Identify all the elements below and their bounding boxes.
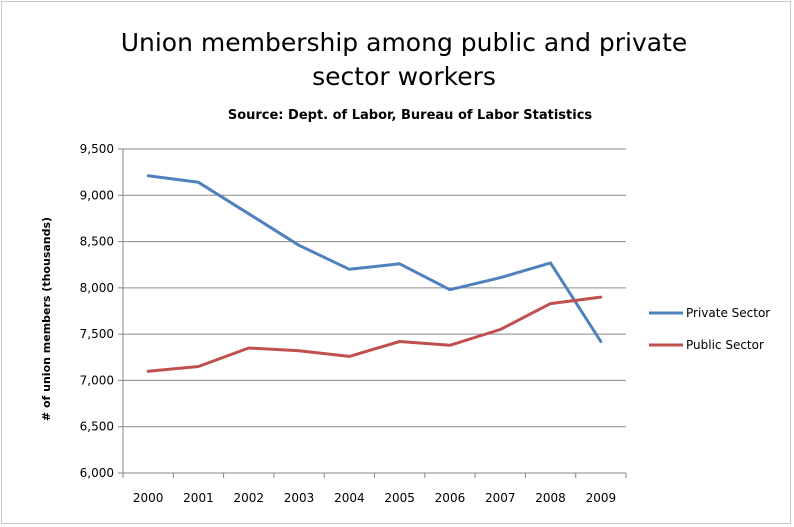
y-tick-label: 8,000 [80, 281, 114, 295]
chart-title-line-1: Union membership among public and privat… [121, 28, 688, 57]
y-tick-label: 9,000 [80, 188, 114, 202]
y-tick-label: 7,500 [80, 327, 114, 341]
y-tick-label: 9,500 [80, 142, 114, 156]
y-tick-label: 6,500 [80, 420, 114, 434]
x-tick-label-2004: 2004 [334, 491, 365, 505]
y-axis-title: # of union members (thousands) [40, 217, 53, 421]
legend: Private Sector Public Sector [649, 306, 770, 352]
y-tick-label: 7,000 [80, 373, 114, 387]
y-tick-label: 6,000 [80, 466, 114, 480]
x-tick-label-2006: 2006 [435, 491, 466, 505]
chart-subtitle: Source: Dept. of Labor, Bureau of Labor … [228, 108, 593, 123]
y-axis-ticks: 9,500 9,000 8,500 8,000 7,500 7,000 6,500 6,000 [80, 142, 123, 480]
chart-title-line-2: sector workers [312, 62, 496, 91]
x-tick-label-2007: 2007 [485, 491, 516, 505]
x-tick-label-2002: 2002 [233, 491, 264, 505]
y-tick-label: 8,500 [80, 235, 114, 249]
x-tick-label-2003: 2003 [284, 491, 315, 505]
x-tick-label-2008: 2008 [535, 491, 566, 505]
x-tick-label-2005: 2005 [384, 491, 415, 505]
series-lines [146, 174, 603, 373]
x-tick-label-2000: 2000 [133, 491, 164, 505]
x-tick-label-2009: 2009 [586, 491, 617, 505]
gridlines [122, 148, 626, 474]
x-tick-label-2001: 2001 [183, 491, 214, 505]
legend-label-public-sector: Public Sector [686, 338, 764, 352]
series-line-private-sector [146, 174, 603, 343]
series-line-public-sector [146, 295, 603, 373]
legend-label-private-sector: Private Sector [686, 306, 770, 320]
x-axis-ticks: 2000 2001 2002 2003 2004 2005 2006 2007 2008 2009 [122, 473, 627, 505]
